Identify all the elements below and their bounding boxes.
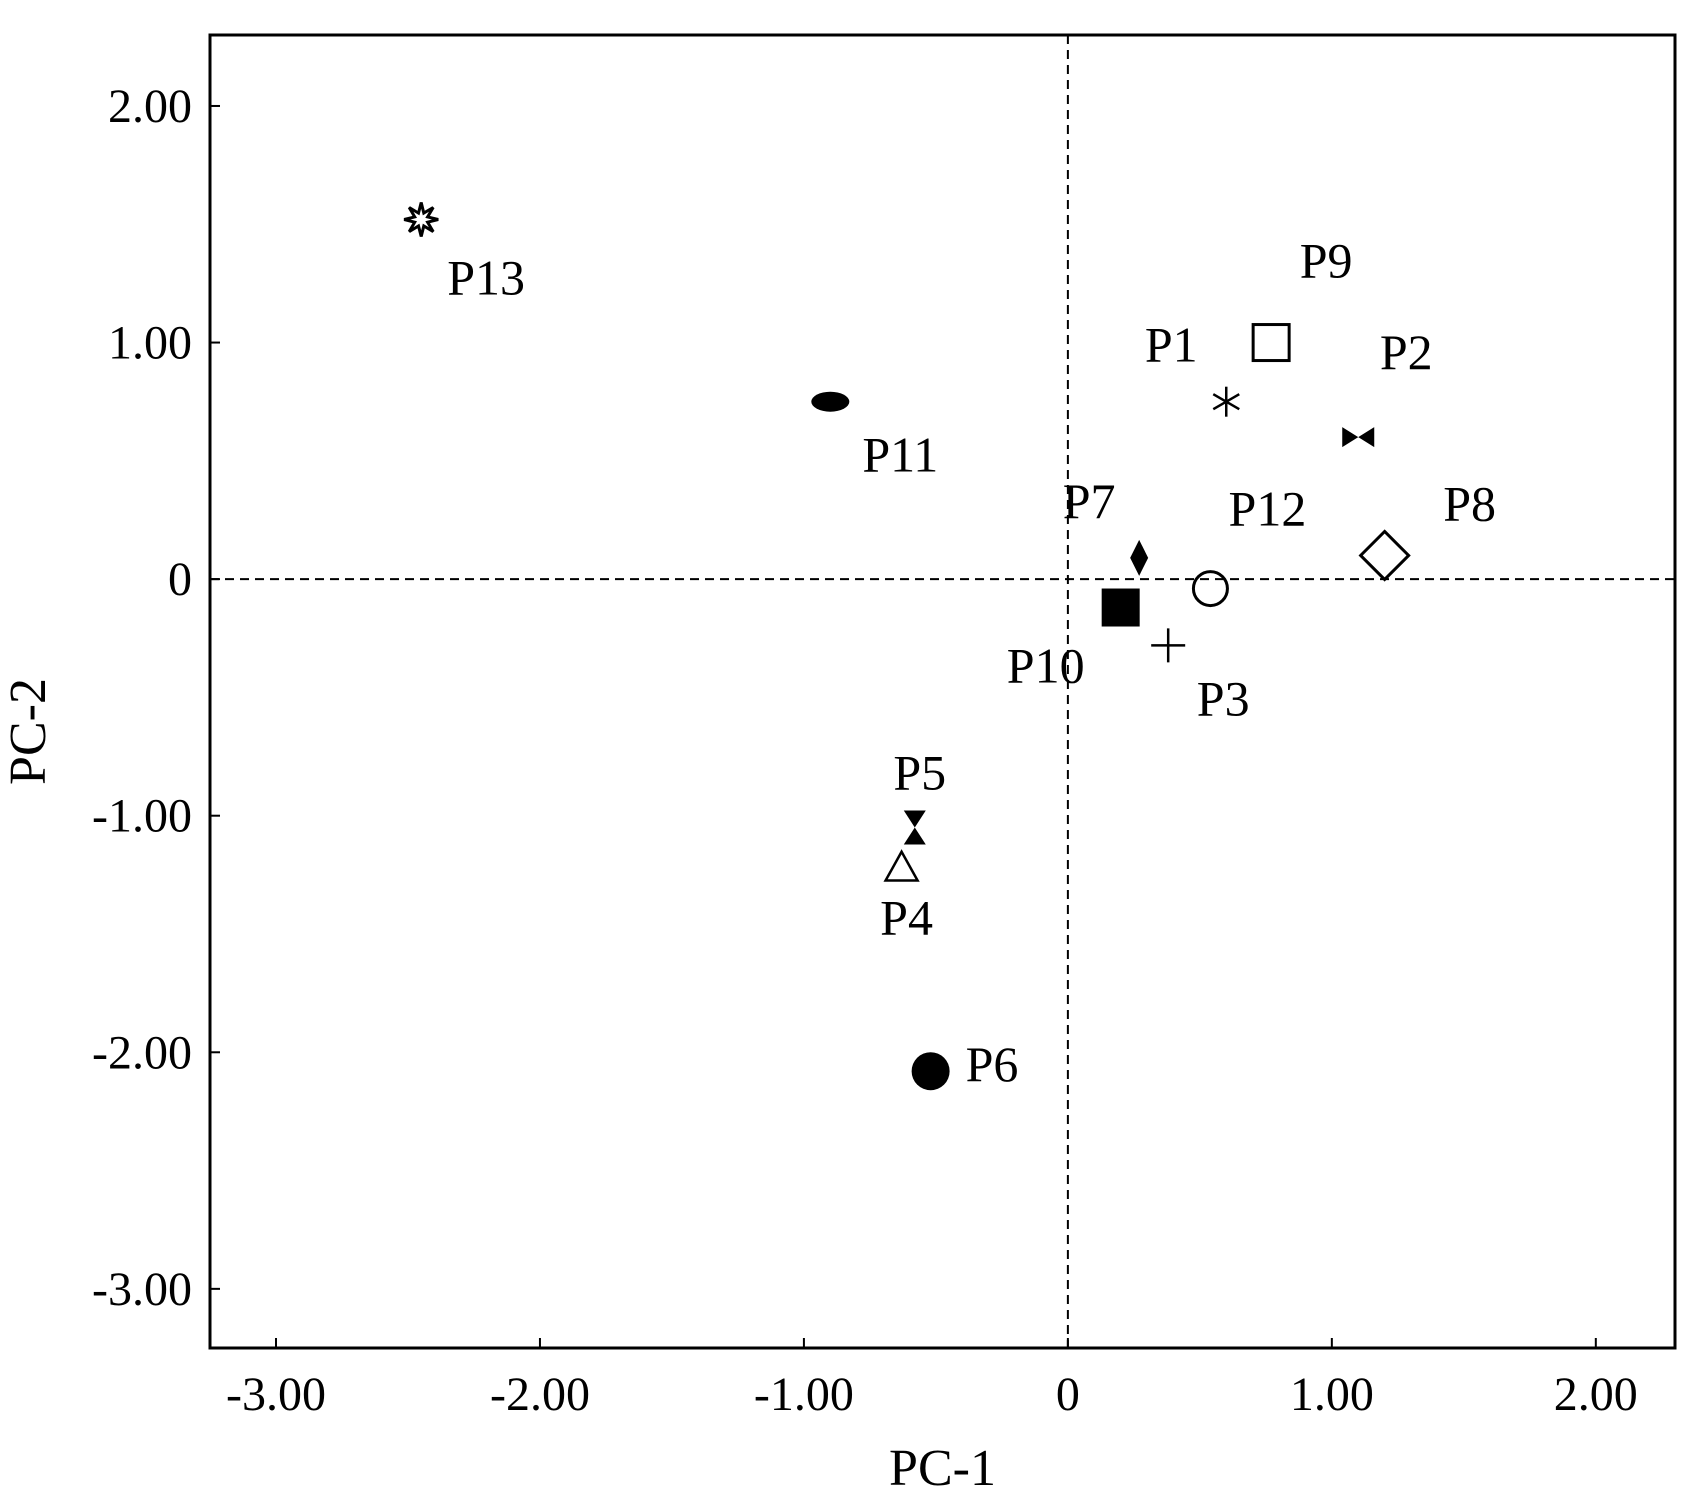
point-marker-p3 — [1151, 628, 1186, 663]
point-marker-p8 — [1358, 529, 1411, 582]
point-label-p4: P4 — [880, 890, 933, 946]
point-marker-p1 — [1212, 386, 1240, 417]
x-tick-label: -1.00 — [754, 1368, 854, 1421]
y-tick-label: 0 — [168, 553, 192, 606]
axis-ticks: -3.00 -2.00 -1.00 0 1.00 2.00 -3.00 -2.00 -1.00 0… — [92, 80, 1638, 1421]
y-tick-label: -1.00 — [92, 790, 192, 843]
point-label-p13: P13 — [447, 250, 525, 306]
x-tick-label: -3.00 — [226, 1368, 326, 1421]
y-tick-label: -3.00 — [92, 1263, 192, 1316]
point-marker-p12 — [1191, 570, 1229, 608]
x-tick-label: -2.00 — [490, 1368, 590, 1421]
point-label-p8: P8 — [1443, 475, 1496, 531]
y-tick-label: -2.00 — [92, 1026, 192, 1079]
point-marker-p10 — [1101, 588, 1140, 627]
point-label-p10: P10 — [1007, 638, 1085, 694]
x-tick-label: 0 — [1056, 1368, 1080, 1421]
point-marker-p7 — [1130, 539, 1149, 576]
point-label-p2: P2 — [1380, 324, 1433, 380]
point-marker-p9 — [1251, 323, 1291, 363]
plot-frame — [208, 33, 1677, 1350]
y-tick-label: 2.00 — [108, 80, 192, 133]
point-label-p7: P7 — [1063, 473, 1116, 529]
reference-lines — [210, 35, 1675, 1348]
point-label-p3: P3 — [1197, 670, 1250, 726]
point-marker-p5 — [903, 810, 926, 845]
x-tick-label: 1.00 — [1290, 1368, 1374, 1421]
x-axis-title: PC-1 — [889, 1440, 996, 1497]
point-label-p5: P5 — [893, 745, 946, 801]
point-marker-p13 — [403, 202, 439, 237]
point-marker-p11 — [811, 391, 850, 412]
point-label-p1: P1 — [1145, 317, 1198, 373]
point-label-p6: P6 — [966, 1036, 1019, 1092]
y-axis-title: PC-2 — [0, 678, 57, 785]
point-labels: P1 P2 P3 P4 P5 P6 P7 P8 P9 P10 P11 P12 P13 — [447, 233, 1496, 1093]
point-marker-p2 — [1342, 427, 1375, 448]
y-tick-label: 1.00 — [108, 317, 192, 370]
x-tick-label: 2.00 — [1554, 1368, 1638, 1421]
point-marker-p6 — [911, 1052, 950, 1091]
point-label-p12: P12 — [1229, 481, 1307, 537]
point-label-p11: P11 — [862, 427, 938, 483]
data-points — [403, 202, 1411, 1091]
point-label-p9: P9 — [1300, 233, 1353, 289]
point-marker-p4 — [883, 849, 920, 882]
